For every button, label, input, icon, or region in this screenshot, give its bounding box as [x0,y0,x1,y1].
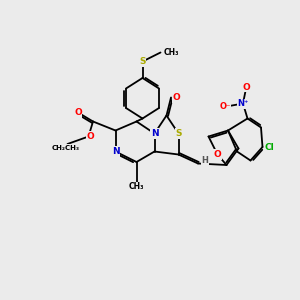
Text: O: O [86,132,94,141]
Text: S: S [139,57,146,66]
Text: H: H [201,156,208,165]
Text: N: N [151,129,158,138]
Text: N⁺: N⁺ [237,99,249,108]
Text: Cl: Cl [264,142,274,152]
Text: CH₃: CH₃ [164,48,180,57]
Text: O: O [172,93,180,102]
Text: O⁻: O⁻ [219,102,231,111]
Text: S: S [175,129,182,138]
Text: O: O [214,150,221,159]
Text: O: O [74,108,82,117]
Text: O: O [242,82,250,91]
Text: CH₃: CH₃ [129,182,144,191]
Text: CH₂CH₃: CH₂CH₃ [52,145,80,151]
Text: N: N [112,147,119,156]
